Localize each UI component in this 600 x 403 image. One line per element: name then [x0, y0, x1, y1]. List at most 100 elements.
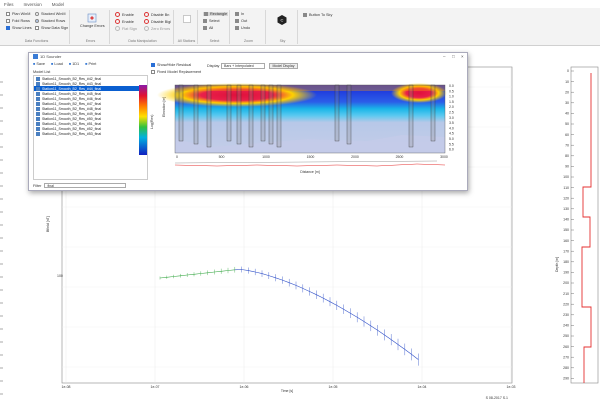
list-item[interactable]: Station11_Smooth_B2_Res_#50_final	[34, 116, 147, 121]
list-item[interactable]: Station11_Smooth_B2_Res_#51_final	[34, 121, 147, 126]
change-errors-button[interactable]: Change Errors	[80, 13, 105, 28]
section-right-tick: 1.5	[449, 100, 454, 104]
section-right-tick: 4.5	[449, 132, 454, 136]
list-item[interactable]: Station11_Smooth_B2_Res_#45_final	[34, 91, 147, 96]
show-lines-toggle[interactable]: Show Lines	[6, 26, 32, 30]
one-d-button[interactable]: ■ 1D1	[68, 62, 80, 66]
button-to-sky[interactable]: Button To Sky	[303, 13, 332, 17]
sounding-bar[interactable]	[248, 84, 254, 148]
plan-winm-toggle[interactable]: Plan WinM	[6, 12, 30, 16]
main-x-ticks: 1e-08 1e-07 1e-06 1e-05 1e-04 1e-03	[62, 385, 516, 389]
sounding-bar[interactable]	[260, 84, 266, 142]
list-item[interactable]: Station11_Smooth_B2_Res_#49_final	[34, 111, 147, 116]
list-item[interactable]: Station11_Smooth_B2_Res_#42_final	[34, 76, 147, 81]
zoom-undo-button[interactable]: Undo	[235, 26, 250, 30]
depth-tick-label: 0	[567, 69, 569, 73]
maximize-icon[interactable]: □	[452, 54, 455, 59]
depth-ticks: 0 10 20 30 40 50 60 70 80 90 100 110 120 130 140 150 160…	[563, 69, 574, 381]
menu-model[interactable]: Model	[51, 1, 65, 7]
stacked-winm-toggle[interactable]: Stacked WinM	[35, 12, 65, 16]
enable-button[interactable]: Enable	[115, 12, 134, 17]
load-icon: ■	[51, 62, 54, 66]
sounding-bars	[178, 84, 436, 148]
dialog-toolbar: ■ Save ■ Load ■ 1D1 ■ Print	[33, 62, 96, 66]
depth-y-label: Depth [m]	[555, 257, 559, 272]
disable-bn-button[interactable]: Disable Bn	[144, 12, 169, 17]
group-label: Zoom	[244, 39, 253, 43]
depth-tick-label: 200	[563, 281, 569, 285]
select-button[interactable]: Select	[203, 19, 220, 23]
zero-errors-button[interactable]: Zero Errors	[144, 26, 170, 31]
list-item[interactable]: Station11_Smooth_B2_Res_#46_final	[34, 96, 147, 101]
list-item[interactable]: Station11_Smooth_B2_Res_#48_final	[34, 106, 147, 111]
rectangle-icon	[204, 12, 208, 16]
list-item[interactable]: Station11_Smooth_B2_Res_#44_final	[34, 86, 147, 91]
list-item[interactable]: Station11_Smooth_B2_Res_#52_final	[34, 126, 147, 131]
show-residual-toggle[interactable]: Show/Hide Residual	[151, 63, 191, 67]
close-icon[interactable]: ×	[461, 54, 464, 59]
sounding-bar[interactable]	[193, 84, 199, 145]
sounding-bar[interactable]	[206, 84, 212, 148]
colorbar	[139, 85, 147, 155]
menu-inversion[interactable]: Inversion	[23, 1, 42, 7]
sounding-bar[interactable]	[334, 84, 340, 142]
stations-icon	[183, 15, 191, 23]
model-icon	[36, 101, 40, 106]
print-button[interactable]: ■ Print	[85, 62, 97, 66]
display-select[interactable]: Bars + Interpolated	[221, 63, 265, 69]
ribbon-group-select: Rectangle Select All Select	[200, 10, 230, 44]
sounding-bar[interactable]	[276, 84, 282, 148]
list-item[interactable]: Station11_Smooth_B2_Res_#43_final	[34, 81, 147, 86]
model-list[interactable]: Station11_Smooth_B2_Res_#42_final Station…	[33, 75, 148, 180]
depth-tick-label: 110	[563, 186, 569, 190]
select-all-button[interactable]: All	[203, 26, 213, 30]
depth-tick-label: 170	[563, 249, 569, 253]
main-x-tick: 1e-04	[418, 385, 427, 389]
print-icon: ■	[85, 62, 88, 66]
all-stations-button[interactable]	[183, 15, 191, 23]
group-label: Data Manipulation	[128, 39, 157, 43]
sounding-bar[interactable]	[408, 84, 414, 148]
sounding-bar[interactable]	[236, 84, 242, 145]
section-right-tick: 2.0	[449, 105, 454, 109]
save-button[interactable]: ■ Save	[33, 62, 46, 66]
enable-all-button[interactable]: Enable	[115, 19, 134, 24]
model-icon	[36, 106, 40, 111]
list-item[interactable]: Station11_Smooth_B2_Res_#47_final	[34, 101, 147, 106]
model-icon	[36, 76, 40, 81]
depth-tick-label: 190	[563, 271, 569, 275]
stacked-rows-toggle[interactable]: Stacked Rows	[35, 19, 65, 23]
zoom-in-button[interactable]: In	[235, 12, 244, 16]
model-display-button[interactable]: Model Display	[269, 63, 298, 69]
sounding-bar[interactable]	[268, 84, 274, 145]
load-button[interactable]: ■ Load	[51, 62, 63, 66]
sounding-bar[interactable]	[226, 84, 232, 142]
sky-button[interactable]: C	[277, 15, 287, 25]
ribbon-group-all-stations: All Stations	[176, 10, 198, 44]
sounding-bar[interactable]	[178, 84, 184, 142]
residual-axis	[174, 160, 438, 164]
sounding-bar[interactable]	[346, 84, 352, 145]
list-item[interactable]: Station11_Smooth_B2_Res_#53_final	[34, 131, 147, 136]
minimize-icon[interactable]: –	[443, 54, 446, 59]
fold-rows-toggle[interactable]: Fold Rows	[6, 19, 30, 23]
zoom-out-button[interactable]: Out	[235, 19, 247, 23]
depth-tick-label: 210	[563, 292, 569, 296]
model-icon	[36, 126, 40, 131]
show-data-sign-toggle[interactable]: Show Data Sign	[35, 26, 68, 30]
depth-tick-label: 120	[563, 196, 569, 200]
flat-sign-icon	[115, 26, 120, 31]
sounding-bar[interactable]	[430, 84, 436, 142]
depth-tick-label: 60	[565, 133, 569, 137]
fixed-model-toggle[interactable]: Fixed Model Replacement	[151, 70, 201, 74]
filter-input[interactable]: final	[44, 183, 127, 188]
model-icon	[36, 86, 40, 91]
errors-icon	[88, 13, 97, 23]
checkbox-checked-icon	[151, 63, 155, 67]
rectangle-select-button[interactable]: Rectangle	[203, 12, 229, 16]
depth-tick-label: 270	[563, 355, 569, 359]
menu-files[interactable]: Files	[4, 1, 14, 7]
disable-bigi-button[interactable]: Disable Bigi	[144, 19, 171, 24]
flat-sign-button[interactable]: Flat Sign	[115, 26, 137, 31]
depth-tick-label: 40	[565, 112, 569, 116]
